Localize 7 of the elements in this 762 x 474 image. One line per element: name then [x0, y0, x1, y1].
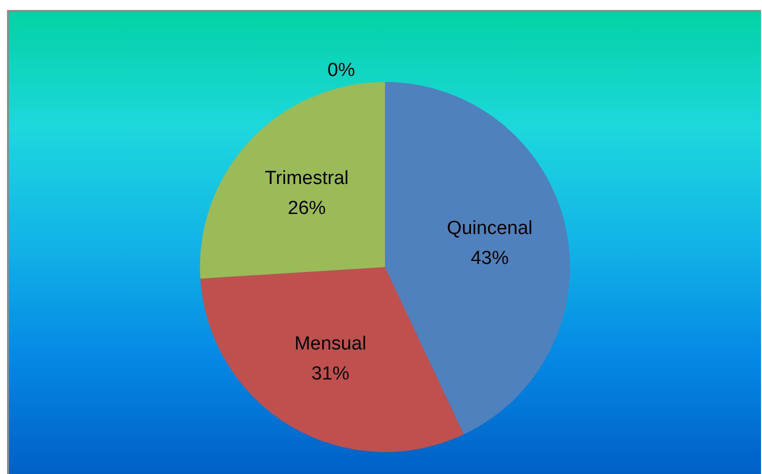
data-label: 26%	[288, 198, 326, 219]
slice-label: Trimestral	[264, 168, 349, 189]
data-label: 31%	[311, 364, 350, 385]
data-label: 43%	[470, 248, 509, 269]
slice-label: Mensual	[294, 334, 366, 355]
slice-label: Quincenal	[446, 218, 532, 239]
text: 0%	[328, 60, 355, 82]
